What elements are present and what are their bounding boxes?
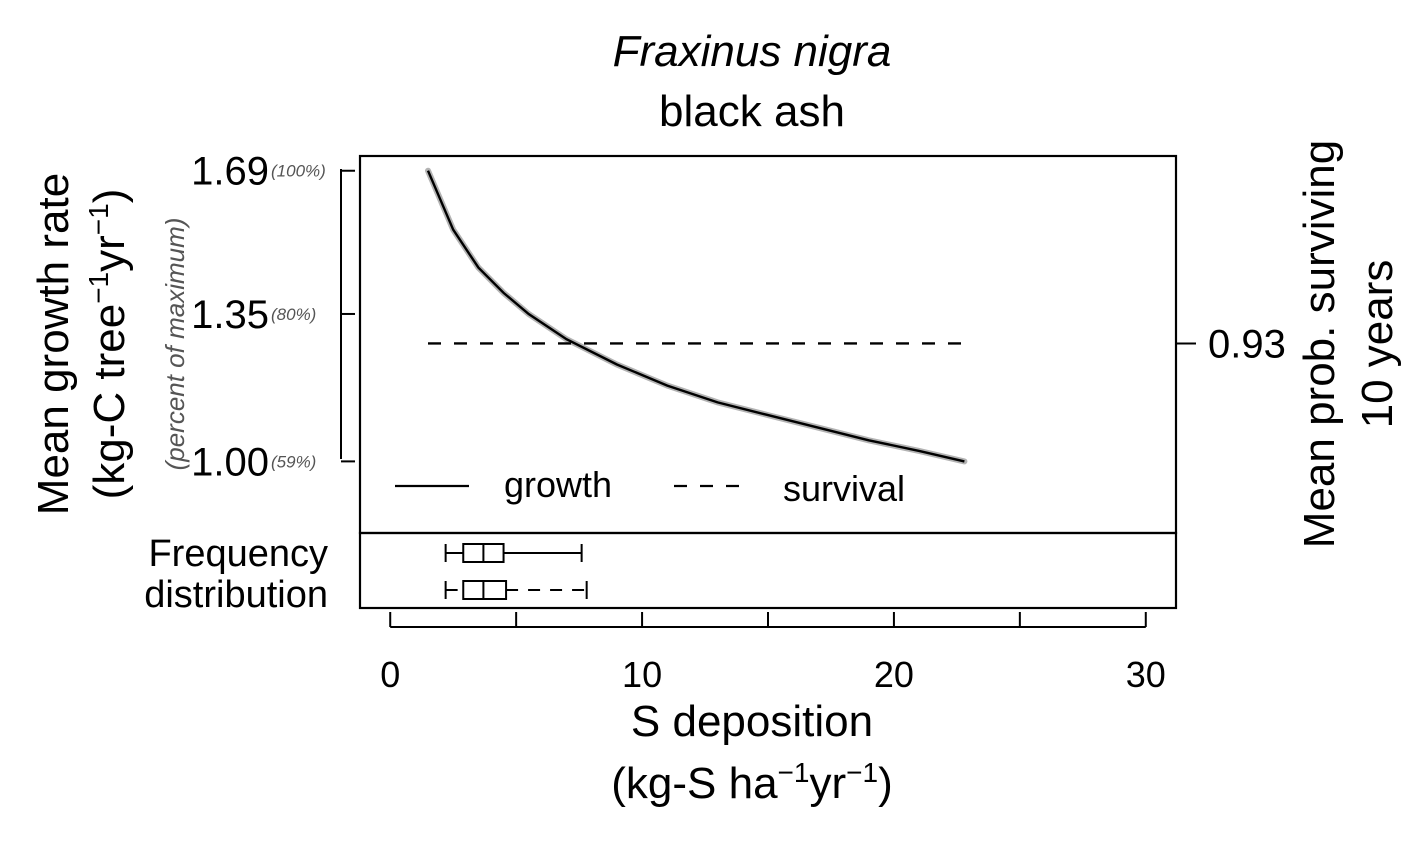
- x-axis: 0 10 20 30: [380, 612, 1166, 695]
- y-tick-label-2: 1.00: [191, 440, 269, 484]
- x-tick-label-1: 10: [622, 654, 662, 695]
- series-layer: [425, 167, 968, 465]
- series-growth-band: [425, 167, 968, 465]
- y-axis-secondary-title: (percent of maximum): [160, 218, 190, 471]
- chart-title-common: black ash: [659, 87, 845, 136]
- y2-ticks: 0.93: [1176, 322, 1286, 366]
- boxplot-survival-box: [462, 580, 508, 600]
- chart-title-species: Fraxinus nigra: [613, 27, 892, 76]
- y-tick-label-0: 1.69: [191, 150, 269, 194]
- box-layer: [444, 543, 588, 600]
- series-growth-line: [426, 170, 965, 463]
- legend-growth-label: growth: [504, 464, 612, 505]
- legend-survival-label: survival: [783, 468, 905, 509]
- y2-axis-title-line2: 10 years: [1353, 260, 1402, 429]
- x-tick-label-3: 30: [1126, 654, 1166, 695]
- x-axis-title-line2: (kg-S ha−1yr−1): [611, 757, 892, 808]
- x-axis-title-line1: S deposition: [631, 697, 873, 746]
- legend: growth survival: [395, 464, 905, 509]
- y-tick-pct-2: (59%): [271, 452, 316, 471]
- y-ticks: 1.69 (100%) 1.35 (80%) 1.00 (59%): [191, 150, 355, 484]
- boxplot-growth: [444, 543, 583, 563]
- x-tick-label-2: 20: [874, 654, 914, 695]
- y-axis-title-line2: (kg-C tree−1yr−1): [83, 189, 134, 500]
- y-tick-pct-1: (80%): [271, 305, 316, 324]
- boxplot-survival: [444, 580, 588, 600]
- frequency-label-line2: distribution: [144, 574, 328, 616]
- y-tick-pct-0: (100%): [271, 162, 326, 181]
- y-axis-title-line1: Mean growth rate: [29, 173, 78, 515]
- x-tick-label-0: 0: [380, 654, 400, 695]
- frequency-label-line1: Frequency: [148, 533, 328, 575]
- y-tick-label-1: 1.35: [191, 293, 269, 337]
- y2-axis-title-line1: Mean prob. surviving: [1295, 140, 1344, 548]
- y2-tick-label-0: 0.93: [1208, 322, 1286, 366]
